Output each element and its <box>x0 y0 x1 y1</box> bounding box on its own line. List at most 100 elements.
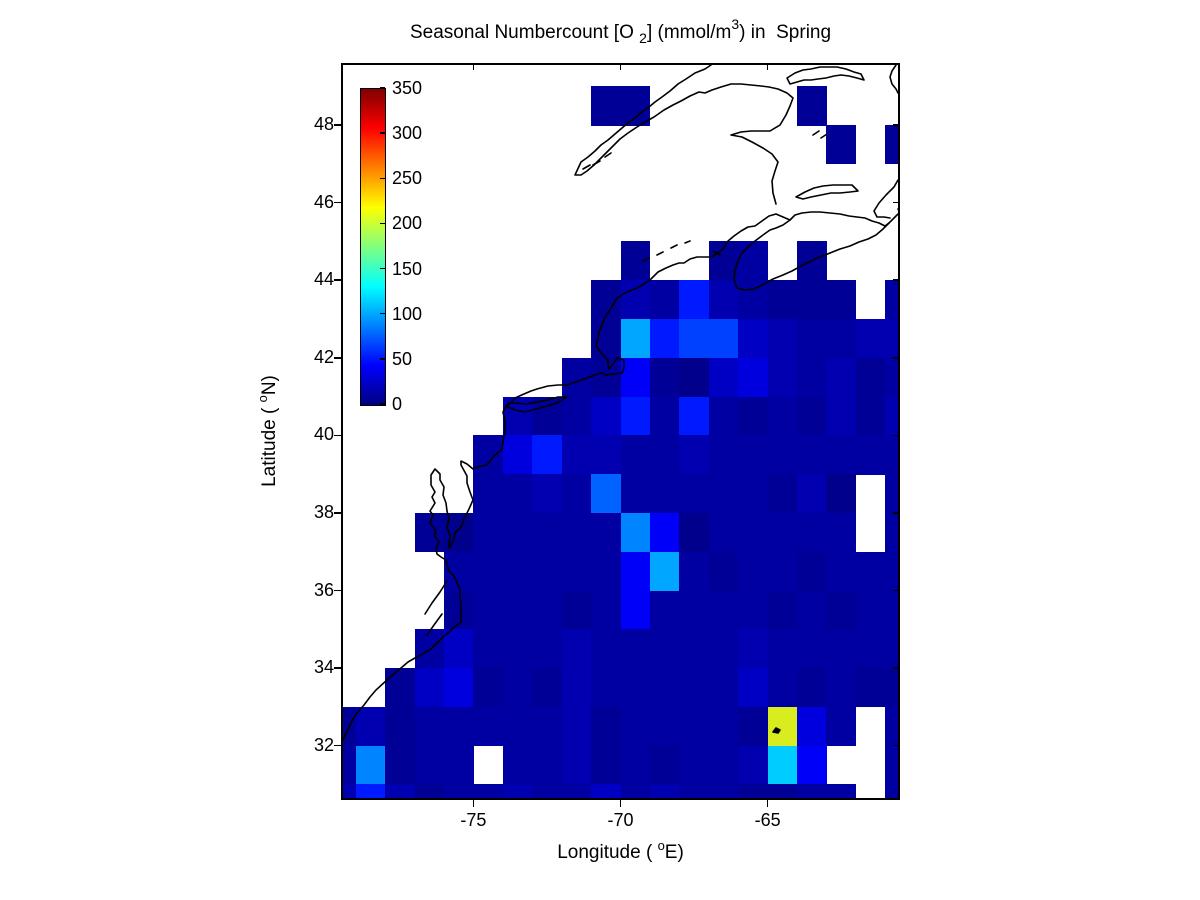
heatmap-cell <box>679 551 710 592</box>
ylabel-suffix: N) <box>259 375 280 396</box>
coastline-long-island <box>505 396 568 413</box>
heatmap-cell <box>620 745 651 785</box>
heatmap-cell <box>679 629 710 669</box>
tick-mark <box>472 800 475 807</box>
heatmap-cell <box>738 319 769 359</box>
heatmap-cell <box>826 512 857 553</box>
colorbar-tick-label: 100 <box>392 303 423 324</box>
heatmap-cell <box>797 280 827 320</box>
heatmap-cell <box>797 551 827 592</box>
heatmap-cell <box>767 590 798 630</box>
heatmap-cell <box>591 551 621 592</box>
heatmap-cell <box>738 706 769 747</box>
tick-mark <box>893 512 900 514</box>
heatmap-cell <box>708 668 739 708</box>
heatmap-cell <box>355 784 386 798</box>
heatmap-cell <box>649 745 680 785</box>
xlabel-text: Longitude ( <box>557 842 658 863</box>
heatmap-cell <box>620 474 651 514</box>
heatmap-cell <box>502 512 533 553</box>
heatmap-cell <box>826 551 857 592</box>
colorbar-tick-label: 150 <box>392 258 423 279</box>
heatmap-cell <box>591 435 621 475</box>
heatmap-cell <box>649 629 680 669</box>
heatmap-cell <box>532 474 563 514</box>
heatmap-cell <box>826 357 857 398</box>
bermuda-island <box>772 727 781 734</box>
heatmap-cell <box>561 551 592 592</box>
heatmap-cell <box>532 435 563 475</box>
heatmap-cell <box>885 280 898 320</box>
heatmap-cell <box>679 745 710 785</box>
heatmap-cell <box>591 590 621 630</box>
colorbar-tick-mark <box>380 177 385 180</box>
heatmap-cell <box>532 551 563 592</box>
heatmap-cell <box>502 629 533 669</box>
heatmap-cell <box>414 745 445 785</box>
heatmap-cell <box>473 512 504 553</box>
heatmap-cell <box>385 706 416 747</box>
heatmap-cell <box>591 357 621 398</box>
heatmap-cell <box>797 784 827 798</box>
x-tick-label: -65 <box>754 810 781 830</box>
tick-mark <box>893 744 900 747</box>
heatmap-cell <box>532 590 563 630</box>
heatmap-cell <box>767 668 798 708</box>
heatmap-cell <box>443 629 474 669</box>
xlabel-suffix: E) <box>664 842 684 863</box>
x-tick-label: -75 <box>460 810 487 830</box>
tick-mark <box>334 201 341 204</box>
heatmap-cell <box>649 512 680 553</box>
heatmap-cell <box>826 435 857 475</box>
heatmap-cell <box>826 319 857 359</box>
heatmap-cell <box>855 590 886 630</box>
tick-mark <box>334 357 341 359</box>
heatmap-cell <box>532 784 563 798</box>
tick-mark <box>334 512 341 514</box>
heatmap-cell <box>620 241 651 281</box>
heatmap-cell <box>502 668 533 708</box>
colorbar-tick-mark <box>380 267 385 270</box>
coastline-ns-north <box>789 211 890 227</box>
heatmap-cell <box>679 706 710 747</box>
heatmap-cell <box>591 474 621 514</box>
heatmap-cell <box>591 668 621 708</box>
island-marks <box>582 130 828 262</box>
heatmap-cell <box>826 590 857 630</box>
heatmap-cell <box>679 784 710 798</box>
heatmap-cell <box>649 435 680 475</box>
heatmap-cell <box>826 396 857 436</box>
heatmap-cell <box>708 551 739 592</box>
title-text-mid: ] (mmol/m <box>646 22 732 43</box>
heatmap-cell <box>679 512 710 553</box>
colorbar-tick-label: 50 <box>392 348 413 369</box>
heatmap-cell <box>738 745 769 785</box>
title-superscript: 3 <box>731 16 740 32</box>
heatmap-cell <box>532 512 563 553</box>
tick-mark <box>893 357 900 359</box>
heatmap-cell <box>797 474 827 514</box>
heatmap-cell <box>502 706 533 747</box>
colorbar-tick-label: 350 <box>392 78 423 98</box>
y-tick-label: 36 <box>313 579 334 600</box>
heatmap-cell <box>591 784 621 798</box>
coastline-cape-breton <box>873 179 898 219</box>
heatmap-cell <box>885 745 898 785</box>
heatmap-cell <box>414 668 445 708</box>
heatmap-cell <box>855 357 886 398</box>
coastline-pamlico <box>424 580 448 636</box>
heatmap-cell <box>443 784 474 798</box>
tick-mark <box>766 800 769 807</box>
heatmap-cell <box>532 668 563 708</box>
heatmap-cell <box>620 784 651 798</box>
tick-mark <box>893 201 900 204</box>
heatmap-cell <box>532 745 563 785</box>
heatmap-cell <box>797 435 827 475</box>
heatmap-cell <box>679 319 710 359</box>
heatmap-cell <box>561 784 592 798</box>
y-tick-label: 42 <box>313 346 334 367</box>
heatmap-cell <box>532 706 563 747</box>
heatmap-cell <box>855 551 886 592</box>
heatmap-cell <box>561 745 592 785</box>
